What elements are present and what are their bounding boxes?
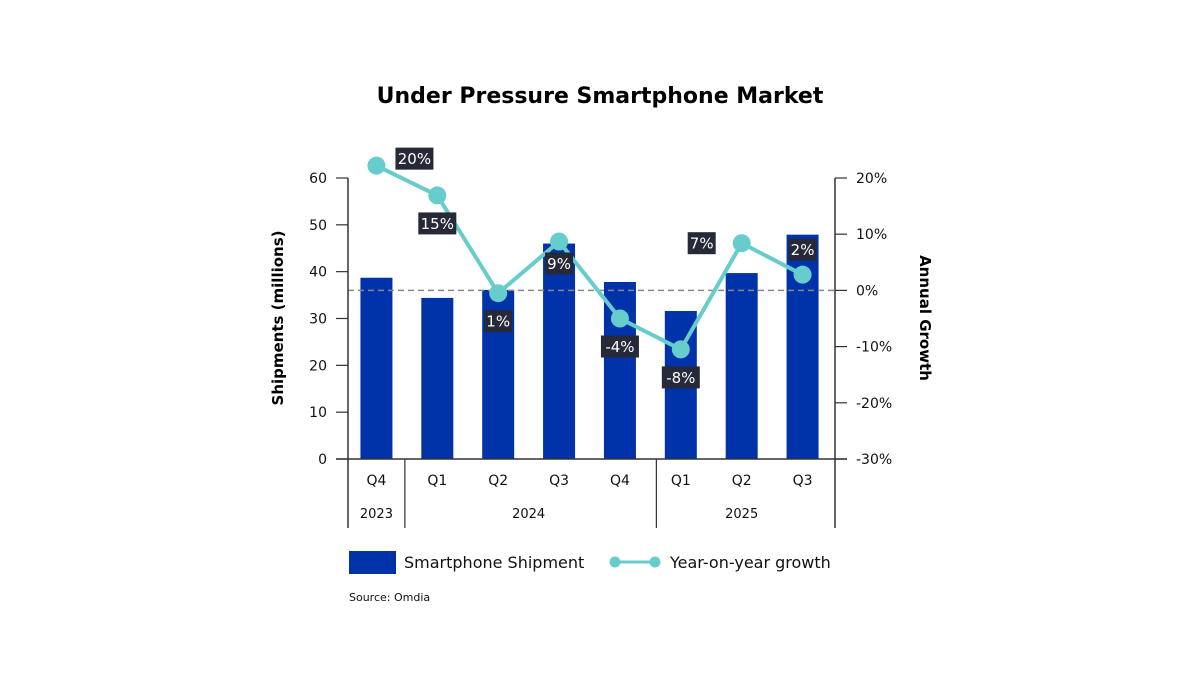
x-tick-label: Q3: [793, 473, 813, 489]
right-tick-label: 10%: [856, 227, 887, 243]
legend: Smartphone Shipment Year-on-year growth: [349, 551, 831, 574]
data-label-bg-0: [395, 147, 434, 170]
x-tick-label: Q2: [488, 473, 508, 489]
bar-4: [603, 281, 636, 459]
data-label-bg-5: [661, 366, 700, 389]
left-tick-label: 60: [309, 171, 327, 187]
data-label-bg-6: [687, 232, 716, 255]
growth-point-1: [428, 186, 447, 205]
left-tick-label: 20: [309, 358, 327, 374]
growth-point-0: [367, 156, 386, 175]
data-label-bg-1: [418, 212, 457, 235]
x-tick-label: Q2: [732, 473, 752, 489]
bar-1: [421, 297, 454, 459]
legend-bar-swatch: [349, 551, 396, 574]
left-tick-label: 30: [309, 312, 327, 328]
bars: [360, 234, 819, 459]
x-axis: Q4 Q1 Q2 Q3 Q4 Q1 Q2 Q3 2023 2024 2025: [360, 459, 813, 528]
x-tick-label: Q4: [610, 473, 630, 489]
growth-point-2: [489, 284, 508, 303]
growth-point-6: [732, 234, 751, 253]
data-label: 15%: [421, 215, 454, 233]
legend-line-marker: [609, 556, 621, 568]
bar-3: [543, 243, 576, 459]
x-tick-label: Q3: [549, 473, 569, 489]
axes: 0 10 20 30 40 50 60 20% 10% 0% -10% -20% -30%: [309, 171, 892, 528]
left-tick-label: 10: [309, 405, 327, 421]
growth-point-3: [550, 232, 569, 251]
data-label: -8%: [666, 369, 695, 387]
legend-label-growth: Year-on-year growth: [669, 553, 831, 572]
x-tick-label: Q1: [671, 473, 691, 489]
right-tick-label: -10%: [856, 340, 892, 356]
left-axis-title: Shipments (millions): [269, 231, 287, 406]
right-tick-label: 20%: [856, 171, 887, 187]
left-tick-label: 0: [318, 452, 327, 468]
data-label: 1%: [486, 313, 510, 331]
right-tick-label: -20%: [856, 396, 892, 412]
year-group-label: 2024: [512, 507, 545, 522]
data-label: 2%: [791, 241, 815, 259]
left-tick-label: 40: [309, 265, 327, 281]
year-group-label: 2023: [360, 507, 393, 522]
data-label-bg-2: [484, 310, 513, 333]
growth-line-group: [367, 156, 812, 359]
bar-6: [725, 273, 758, 459]
legend-line-marker: [649, 556, 661, 568]
left-tick-label: 50: [309, 218, 327, 234]
right-tick-label: 0%: [856, 283, 878, 299]
chart-title: Under Pressure Smartphone Market: [377, 84, 824, 109]
x-tick-label: Q1: [427, 473, 447, 489]
year-group-label: 2025: [725, 507, 758, 522]
data-label: 7%: [690, 235, 714, 253]
growth-point-5: [671, 340, 690, 359]
growth-point-4: [610, 309, 629, 328]
source-note: Source: Omdia: [349, 591, 430, 604]
data-labels: 20% 15% 1% 9% -4% -8% 7% 2%: [395, 147, 817, 389]
legend-label-shipment: Smartphone Shipment: [404, 553, 584, 572]
growth-point-7: [793, 265, 812, 284]
data-label-bg-7: [788, 238, 817, 261]
data-label: 20%: [398, 150, 431, 168]
data-label-bg-3: [545, 252, 574, 275]
right-axis-title: Annual Growth: [916, 255, 934, 381]
data-label: -4%: [605, 338, 634, 356]
bar-0: [360, 277, 393, 459]
data-label: 9%: [547, 255, 571, 273]
x-tick-label: Q4: [366, 473, 386, 489]
growth-line: [375, 163, 804, 352]
data-label-bg-4: [600, 335, 639, 358]
right-tick-label: -30%: [856, 452, 892, 468]
